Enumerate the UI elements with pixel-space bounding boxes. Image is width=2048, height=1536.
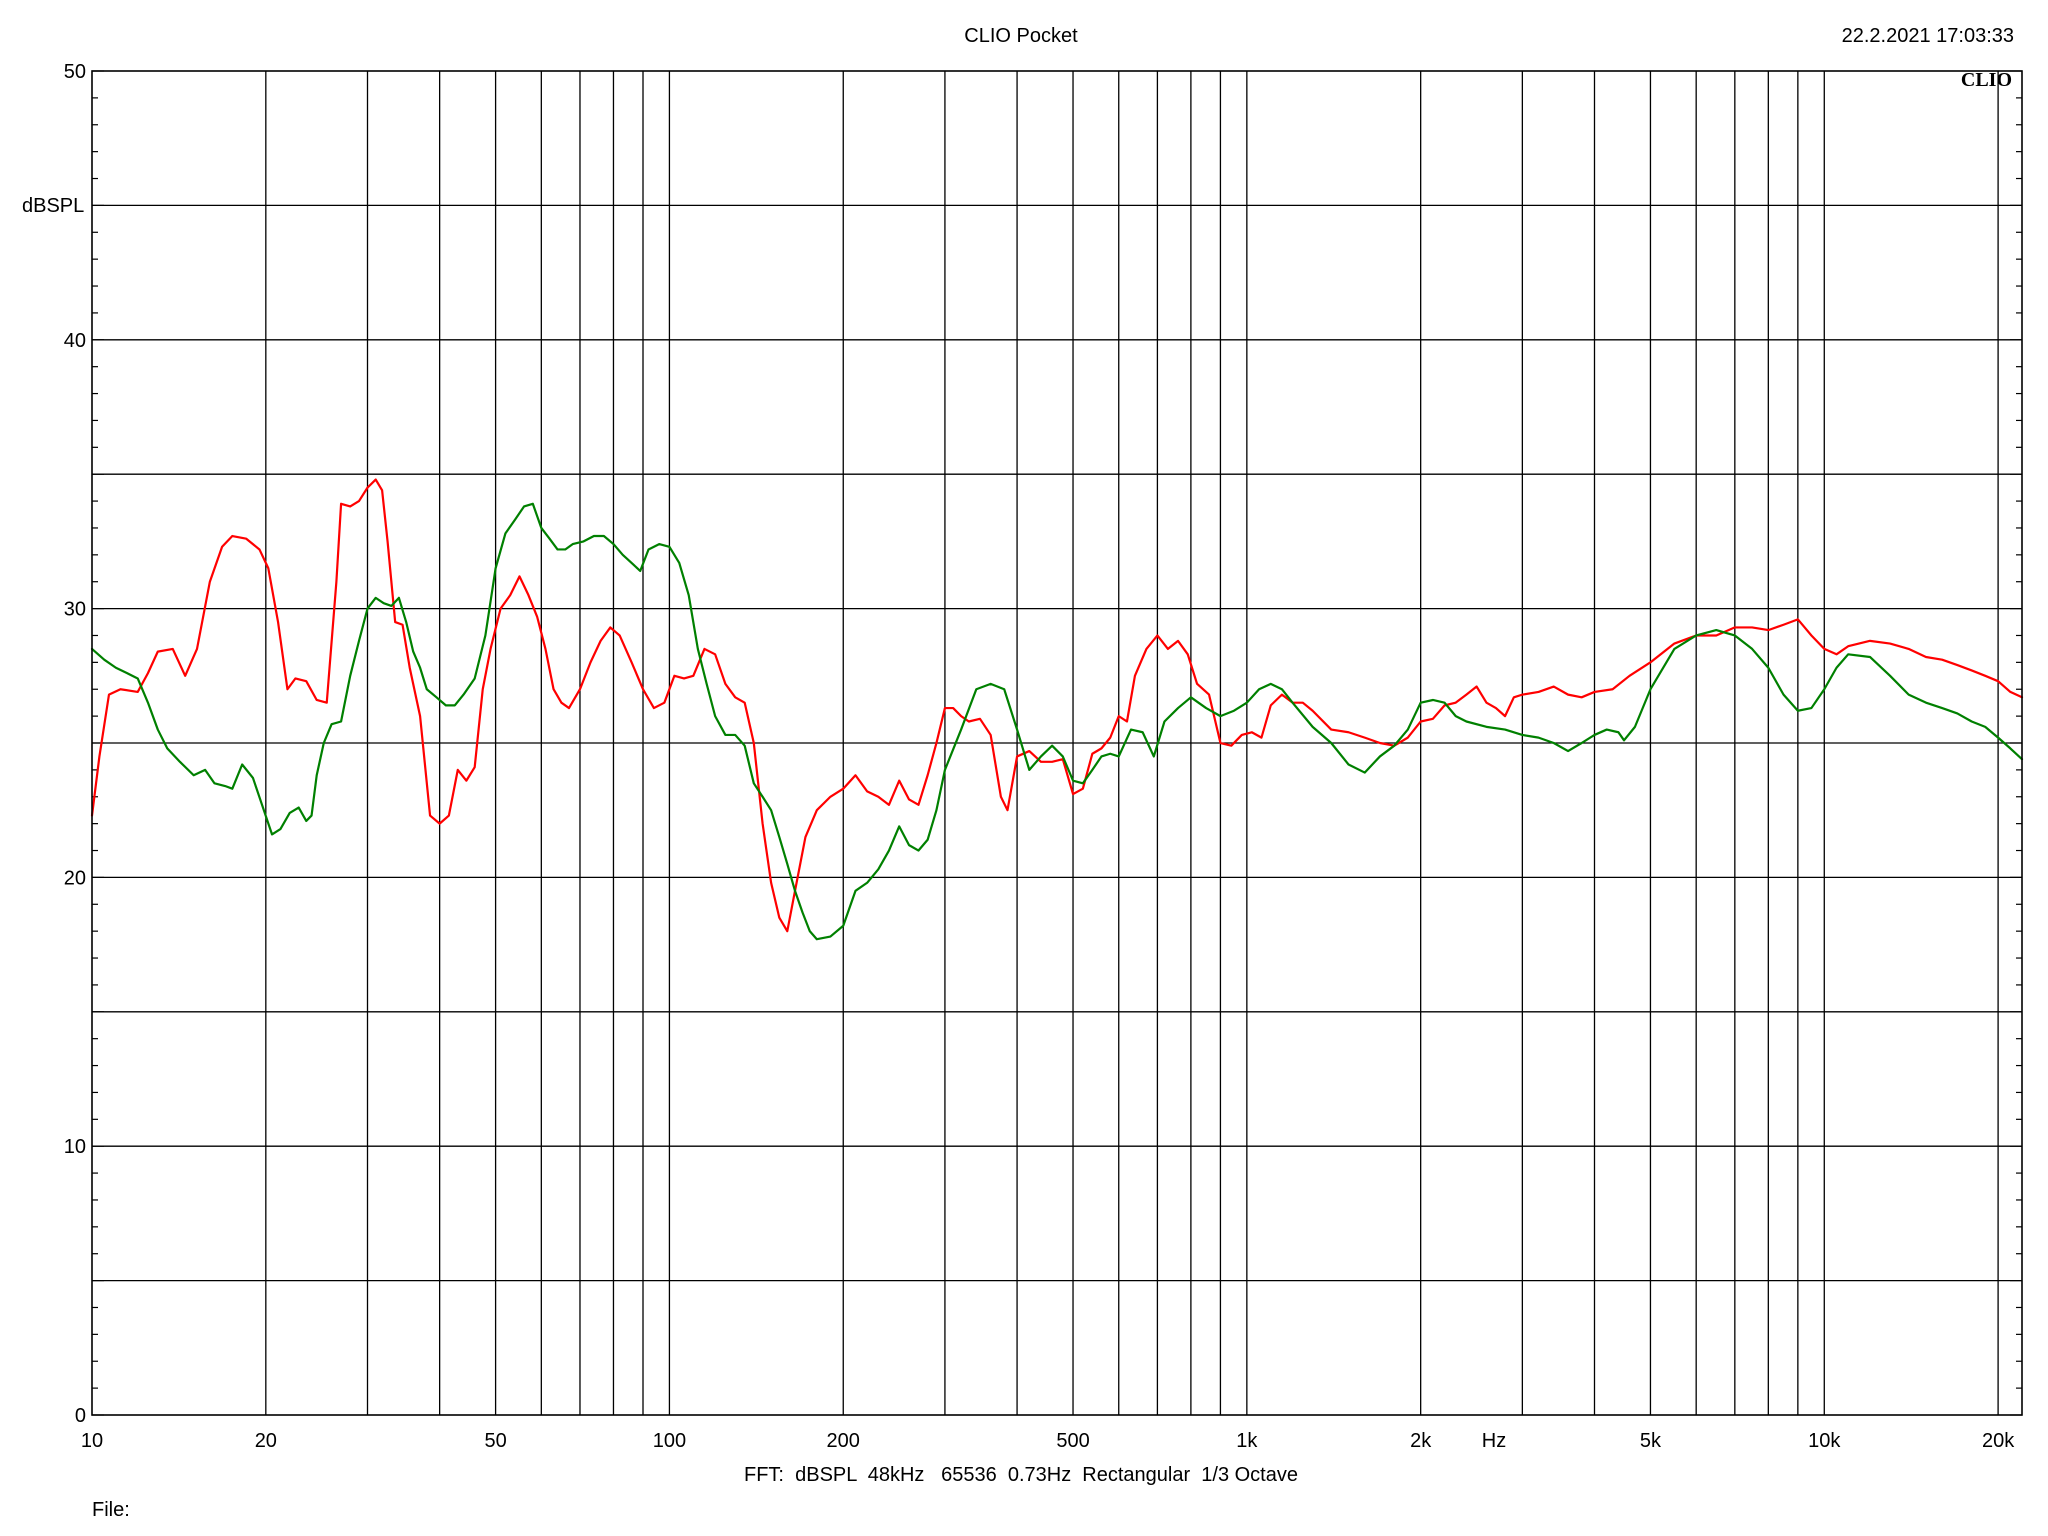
x-tick-label: 20: [255, 1430, 277, 1452]
clio-logo: CLIO: [1961, 69, 2012, 91]
chart-title: CLIO Pocket: [964, 25, 1078, 47]
x-tick-label: 5k: [1640, 1430, 1662, 1452]
x-tick-label: 10k: [1808, 1430, 1841, 1452]
series-line-2: [90, 502, 2024, 941]
x-tick-label: 10: [81, 1430, 103, 1452]
y-tick-label: 50: [64, 61, 86, 83]
y-tick-label: 10: [64, 1136, 86, 1158]
series-group: [90, 478, 2024, 941]
y-axis-label: dBSPL: [22, 195, 84, 217]
timestamp: 22.2.2021 17:03:33: [1842, 25, 2014, 47]
y-tick-label: 40: [64, 330, 86, 352]
axis-labels: 0 10 20 30 40 50 10 20 50 100 200 500 1k 2k 5k 10k 20k: [64, 61, 2015, 1452]
y-tick-label: 0: [75, 1405, 86, 1427]
x-tick-label: 1k: [1236, 1430, 1258, 1452]
y-tick-label: 30: [64, 599, 86, 621]
plot-frame: [91, 70, 2023, 1416]
series-line-1: [90, 478, 2024, 933]
x-tick-label: 100: [653, 1430, 686, 1452]
fft-settings: FFT: dBSPL 48kHz 65536 0.73Hz Rectangula…: [744, 1464, 1298, 1486]
y-tick-label: 20: [64, 867, 86, 889]
x-tick-label: 500: [1056, 1430, 1089, 1452]
grid: [92, 71, 2022, 1415]
x-tick-label: 2k: [1410, 1430, 1432, 1452]
x-tick-label: 20k: [1982, 1430, 2015, 1452]
file-label: File:: [92, 1499, 130, 1521]
x-tick-label: 200: [827, 1430, 860, 1452]
x-axis-label: Hz: [1482, 1430, 1506, 1452]
x-tick-label: 50: [484, 1430, 506, 1452]
